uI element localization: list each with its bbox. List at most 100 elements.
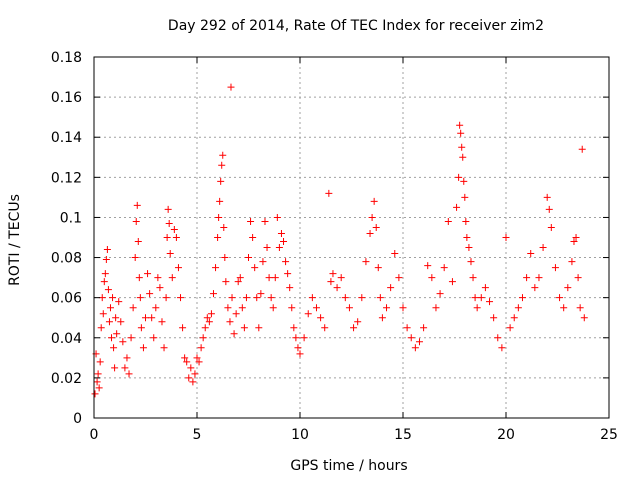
data-point bbox=[135, 274, 143, 282]
data-point bbox=[570, 238, 578, 246]
data-point bbox=[304, 310, 312, 318]
grid-lines bbox=[94, 57, 609, 418]
data-point bbox=[224, 304, 232, 312]
data-point bbox=[240, 324, 248, 332]
data-point bbox=[444, 217, 452, 225]
data-point bbox=[129, 304, 137, 312]
data-point bbox=[152, 304, 160, 312]
data-point bbox=[105, 318, 113, 326]
data-point bbox=[490, 314, 498, 322]
data-point bbox=[133, 201, 141, 209]
data-point bbox=[280, 238, 288, 246]
data-point bbox=[465, 244, 473, 252]
data-point bbox=[94, 370, 102, 378]
data-point bbox=[370, 197, 378, 205]
data-point bbox=[160, 344, 168, 352]
data-point bbox=[284, 270, 292, 278]
data-point bbox=[473, 304, 481, 312]
data-point bbox=[127, 334, 135, 342]
y-axis-label: ROTI / TECUs bbox=[7, 194, 23, 286]
data-point bbox=[317, 314, 325, 322]
data-point bbox=[308, 294, 316, 302]
data-point bbox=[134, 238, 142, 246]
data-point bbox=[411, 344, 419, 352]
data-point bbox=[374, 264, 382, 272]
data-point bbox=[195, 358, 203, 366]
data-point bbox=[181, 354, 189, 362]
data-point bbox=[242, 294, 250, 302]
data-point bbox=[247, 217, 255, 225]
data-point bbox=[372, 223, 380, 231]
data-point bbox=[236, 274, 244, 282]
data-point bbox=[282, 258, 290, 266]
data-point bbox=[494, 334, 502, 342]
data-point bbox=[205, 318, 213, 326]
y-tick-label: 0.12 bbox=[51, 170, 82, 186]
data-point bbox=[460, 177, 468, 185]
data-point bbox=[294, 344, 302, 352]
data-point bbox=[486, 298, 494, 306]
data-point bbox=[154, 274, 162, 282]
data-point bbox=[139, 344, 147, 352]
data-point bbox=[560, 304, 568, 312]
data-point bbox=[518, 294, 526, 302]
data-point bbox=[199, 334, 207, 342]
data-point bbox=[564, 284, 572, 292]
y-tick-label: 0 bbox=[73, 411, 82, 427]
data-point bbox=[514, 304, 522, 312]
data-point bbox=[403, 324, 411, 332]
data-point bbox=[227, 83, 235, 91]
data-point bbox=[273, 213, 281, 221]
data-point bbox=[358, 294, 366, 302]
data-point bbox=[477, 294, 485, 302]
data-point bbox=[368, 213, 376, 221]
data-point bbox=[362, 258, 370, 266]
x-tick-label: 5 bbox=[193, 427, 202, 443]
data-point bbox=[286, 284, 294, 292]
plot-frame bbox=[93, 56, 610, 419]
data-point bbox=[432, 304, 440, 312]
data-point bbox=[156, 284, 164, 292]
data-point bbox=[576, 304, 584, 312]
data-point bbox=[531, 284, 539, 292]
data-point bbox=[193, 354, 201, 362]
data-point bbox=[96, 358, 104, 366]
data-point bbox=[436, 290, 444, 298]
y-tick-label: 0.02 bbox=[51, 371, 82, 387]
data-point bbox=[387, 284, 395, 292]
data-point bbox=[219, 151, 227, 159]
data-point bbox=[251, 264, 259, 272]
data-point bbox=[103, 246, 111, 254]
data-point bbox=[158, 318, 166, 326]
data-point bbox=[163, 234, 171, 241]
data-point bbox=[119, 338, 127, 346]
data-point bbox=[574, 274, 582, 282]
data-point bbox=[455, 173, 463, 181]
data-point bbox=[148, 314, 156, 322]
data-point bbox=[245, 254, 252, 262]
data-point bbox=[191, 370, 199, 378]
data-point bbox=[207, 310, 215, 318]
data-point bbox=[463, 234, 471, 241]
data-point bbox=[415, 338, 423, 346]
data-point bbox=[179, 324, 187, 332]
data-point bbox=[238, 304, 246, 312]
data-point bbox=[428, 274, 436, 282]
data-point bbox=[580, 314, 588, 322]
data-point bbox=[321, 324, 329, 332]
data-point bbox=[545, 205, 553, 213]
x-axis-label: GPS time / hours bbox=[290, 458, 407, 474]
data-point bbox=[99, 310, 107, 318]
data-point bbox=[230, 330, 238, 338]
data-point bbox=[407, 334, 415, 342]
data-point bbox=[177, 294, 185, 302]
data-point bbox=[366, 229, 374, 237]
data-point bbox=[164, 205, 172, 213]
data-point bbox=[123, 354, 131, 362]
data-point bbox=[462, 217, 470, 225]
x-tick-label: 20 bbox=[497, 427, 515, 443]
data-point bbox=[166, 250, 174, 258]
data-point bbox=[172, 234, 180, 241]
data-point bbox=[510, 314, 518, 322]
